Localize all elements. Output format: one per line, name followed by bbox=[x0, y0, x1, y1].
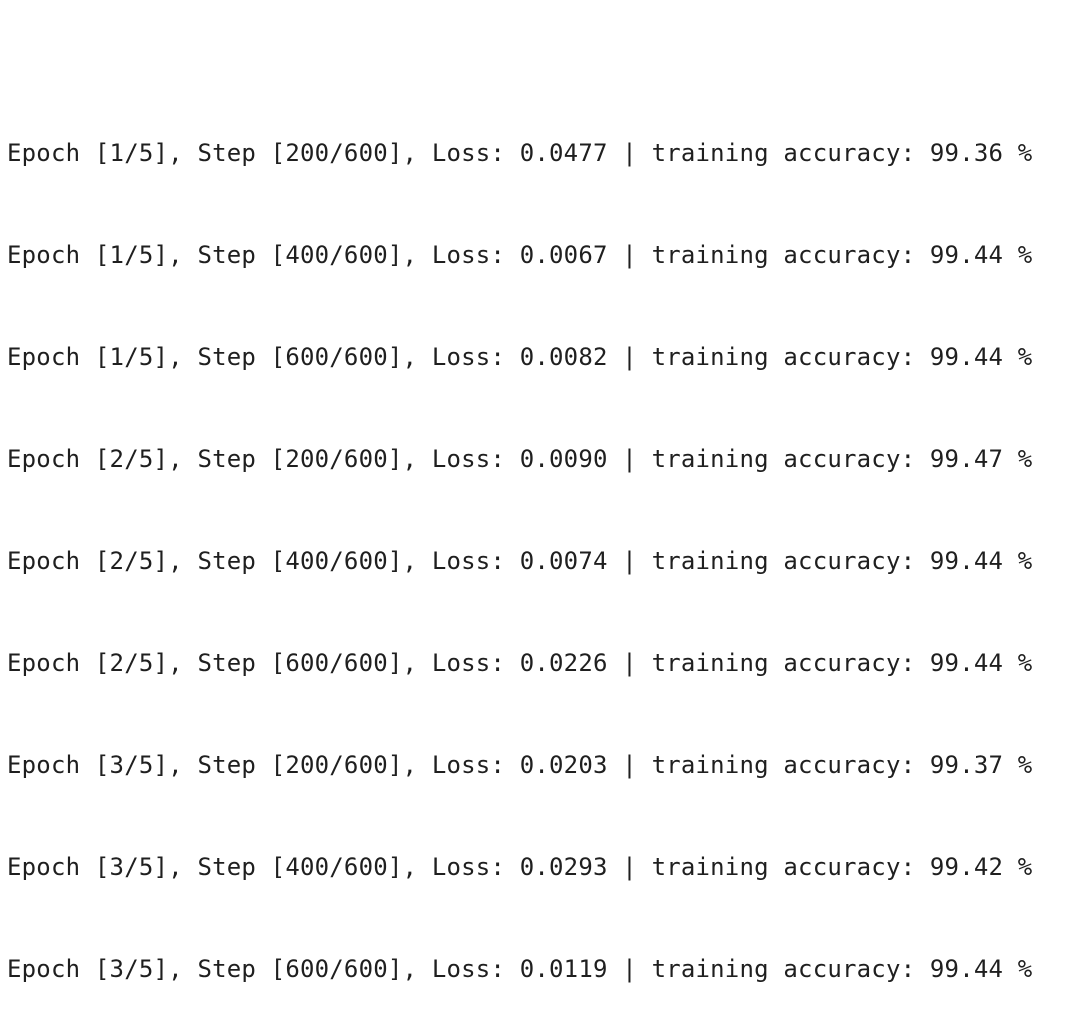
log-line: Epoch [3/5], Step [400/600], Loss: 0.029… bbox=[7, 853, 1033, 881]
training-log: Epoch [1/5], Step [200/600], Loss: 0.047… bbox=[7, 68, 1090, 1018]
log-line: Epoch [3/5], Step [200/600], Loss: 0.020… bbox=[7, 751, 1033, 779]
log-line: Epoch [3/5], Step [600/600], Loss: 0.011… bbox=[7, 955, 1033, 983]
log-line: Epoch [1/5], Step [200/600], Loss: 0.047… bbox=[7, 139, 1033, 167]
log-line: Epoch [2/5], Step [200/600], Loss: 0.009… bbox=[7, 445, 1033, 473]
log-line: Epoch [2/5], Step [600/600], Loss: 0.022… bbox=[7, 649, 1033, 677]
log-line: Epoch [1/5], Step [400/600], Loss: 0.006… bbox=[7, 241, 1033, 269]
log-line: Epoch [2/5], Step [400/600], Loss: 0.007… bbox=[7, 547, 1033, 575]
console-output: Epoch [1/5], Step [200/600], Loss: 0.047… bbox=[7, 139, 1033, 983]
log-line: Epoch [1/5], Step [600/600], Loss: 0.008… bbox=[7, 343, 1033, 371]
